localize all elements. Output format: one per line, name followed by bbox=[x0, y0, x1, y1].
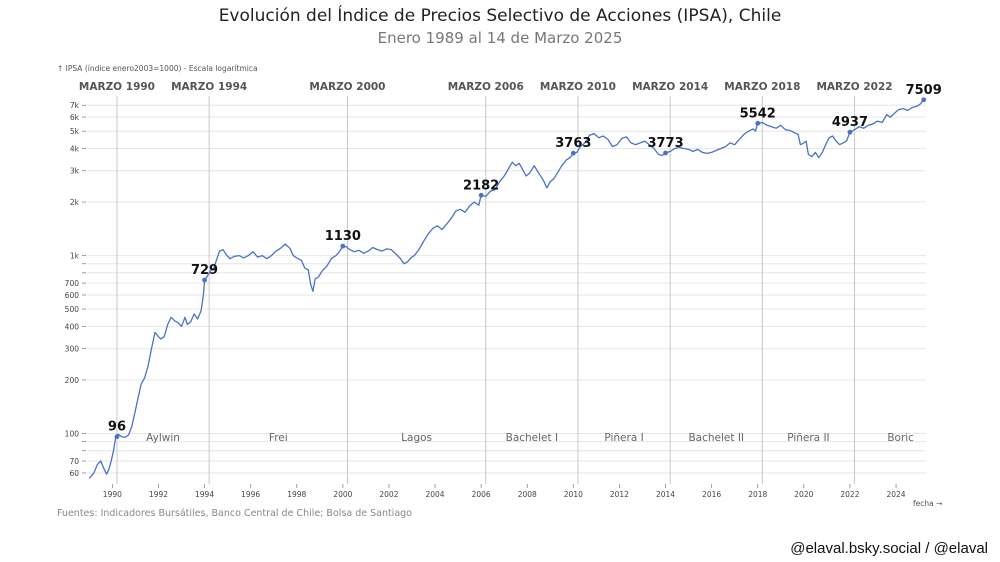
labeled-points: 96 729 1130 2182 3763 3773 5542 4937 7509 bbox=[108, 83, 942, 440]
period-label: Frei bbox=[269, 432, 288, 444]
source-note: Fuentes: Indicadores Bursátiles, Banco C… bbox=[57, 508, 412, 519]
data-point bbox=[663, 150, 668, 156]
series-line-ipsa bbox=[88, 99, 925, 479]
y-tick-label: 60 bbox=[69, 469, 79, 478]
y-tick-label: 70 bbox=[69, 457, 79, 466]
data-point bbox=[340, 243, 346, 249]
x-tick-label: 2018 bbox=[748, 490, 767, 499]
y-tick-label: 3k bbox=[70, 167, 80, 176]
data-point bbox=[478, 192, 484, 198]
data-label: 3763 bbox=[555, 136, 591, 151]
y-tick-label: 5k bbox=[70, 127, 80, 136]
x-tick-label: 2024 bbox=[886, 490, 905, 499]
event-label: MARZO 2010 bbox=[540, 81, 616, 93]
data-label: 729 bbox=[191, 263, 218, 278]
period-label: Aylwin bbox=[146, 432, 180, 444]
event-lines: MARZO 1990 MARZO 1994 MARZO 2000 MARZO 2006… bbox=[79, 81, 893, 484]
data-label: 5542 bbox=[740, 106, 776, 121]
data-point bbox=[921, 97, 927, 103]
event-label: MARZO 2000 bbox=[309, 81, 385, 93]
y-axis: 60 70 100 200 300 400 500 600 700 1k 2k 3k 4k 5k 6k 7k bbox=[65, 101, 86, 478]
period-label: Piñera II bbox=[787, 432, 829, 444]
x-axis-title: fecha → bbox=[913, 499, 942, 508]
period-label: Lagos bbox=[401, 432, 432, 444]
event-label: MARZO 1994 bbox=[171, 81, 247, 93]
event-label: MARZO 2006 bbox=[448, 81, 524, 93]
x-tick-label: 2016 bbox=[702, 490, 721, 499]
y-tick-label: 4k bbox=[70, 144, 80, 153]
x-tick-label: 2002 bbox=[379, 490, 398, 499]
x-tick-label: 1996 bbox=[241, 490, 260, 499]
x-tick-label: 2010 bbox=[564, 490, 583, 499]
data-point bbox=[202, 277, 207, 283]
x-tick-label: 2000 bbox=[333, 490, 352, 499]
y-tick-label: 700 bbox=[65, 279, 80, 288]
x-tick-label: 2022 bbox=[840, 490, 859, 499]
event-label: MARZO 2022 bbox=[816, 81, 892, 93]
data-label: 1130 bbox=[325, 229, 361, 244]
x-tick-label: 1990 bbox=[103, 490, 122, 499]
data-point bbox=[755, 120, 761, 126]
period-labels: Aylwin Frei Lagos Bachelet I Piñera I Bachele… bbox=[146, 432, 914, 444]
y-tick-label: 6k bbox=[70, 113, 80, 122]
data-label: 96 bbox=[108, 420, 126, 435]
event-label: MARZO 1990 bbox=[79, 81, 155, 93]
period-label: Piñera I bbox=[604, 432, 643, 444]
x-tick-label: 2008 bbox=[518, 490, 537, 499]
x-tick-label: 2020 bbox=[794, 490, 813, 499]
x-tick-label: 1992 bbox=[149, 490, 168, 499]
y-tick-label: 300 bbox=[65, 345, 80, 354]
data-point bbox=[570, 150, 576, 156]
data-label: 7509 bbox=[906, 83, 942, 98]
series-layer bbox=[88, 99, 925, 479]
x-axis: 1990 1992 1994 1996 1998 2000 2002 2004 2006 2008… bbox=[103, 484, 906, 499]
y-tick-label: 1k bbox=[70, 252, 80, 261]
data-label: 3773 bbox=[647, 136, 683, 151]
x-tick-label: 2014 bbox=[656, 490, 675, 499]
y-tick-label: 2k bbox=[70, 198, 80, 207]
y-tick-label: 400 bbox=[65, 322, 80, 331]
gridlines bbox=[87, 104, 926, 474]
chart-title: Evolución del Índice de Precios Selectiv… bbox=[218, 6, 782, 26]
data-point bbox=[114, 434, 120, 440]
event-label: MARZO 2014 bbox=[632, 81, 708, 93]
data-label: 4937 bbox=[832, 115, 868, 130]
chart-subtitle: Enero 1989 al 14 de Marzo 2025 bbox=[377, 29, 623, 47]
period-label: Bachelet I bbox=[506, 432, 558, 444]
y-tick-label: 100 bbox=[65, 429, 80, 438]
author-handle: @elaval.bsky.social / @elaval bbox=[790, 540, 988, 557]
x-tick-label: 1998 bbox=[287, 490, 306, 499]
period-label: Bachelet II bbox=[688, 432, 744, 444]
y-tick-label: 600 bbox=[65, 291, 80, 300]
x-tick-label: 2006 bbox=[472, 490, 491, 499]
y-tick-label: 7k bbox=[70, 101, 80, 110]
y-tick-label: 500 bbox=[65, 305, 80, 314]
data-point bbox=[847, 129, 853, 135]
x-tick-label: 1994 bbox=[195, 490, 214, 499]
y-tick-label: 200 bbox=[65, 376, 80, 385]
x-tick-label: 2012 bbox=[610, 490, 629, 499]
x-tick-label: 2004 bbox=[425, 490, 444, 499]
y-axis-title: ↑ IPSA (índice enero2003=1000) - Escala … bbox=[57, 64, 258, 73]
period-label: Boric bbox=[887, 432, 914, 444]
data-label: 2182 bbox=[463, 178, 499, 193]
event-label: MARZO 2018 bbox=[724, 81, 800, 93]
